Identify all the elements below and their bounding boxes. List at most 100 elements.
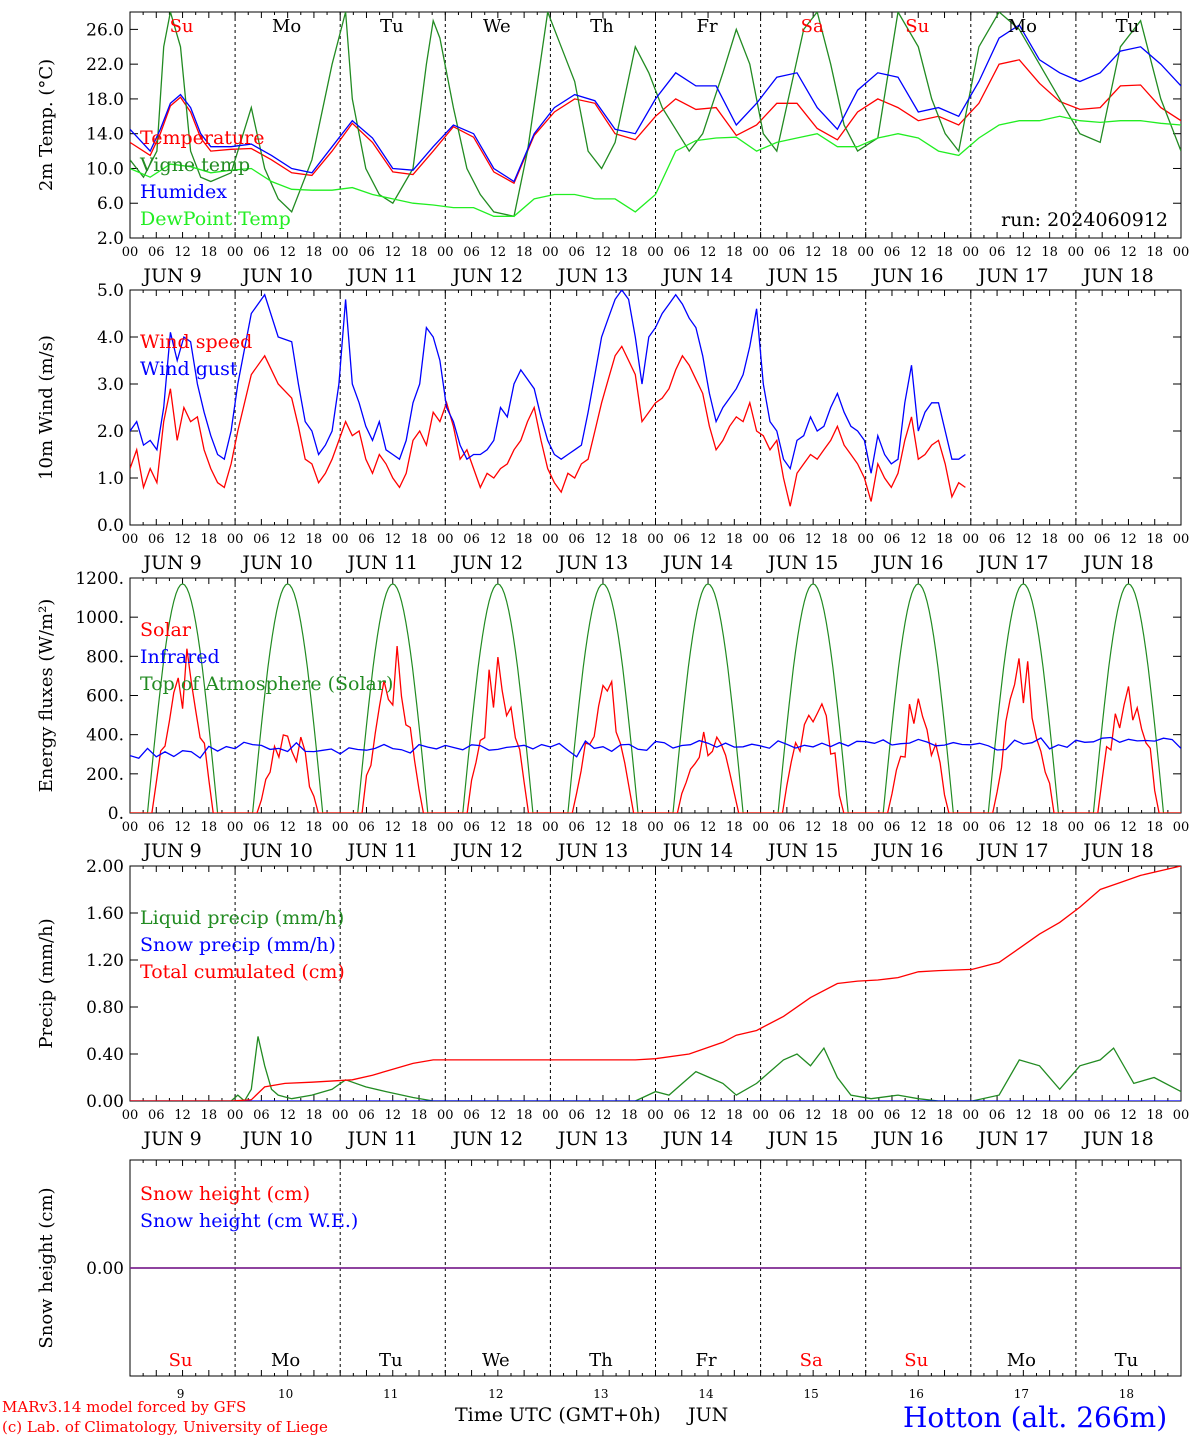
wind-date-label: JUN 13 — [556, 552, 628, 574]
temperature-hour-label: 00 — [122, 245, 139, 260]
temperature-date-label: JUN 12 — [451, 265, 523, 287]
temperature-ytick-label: 22.0 — [86, 55, 124, 75]
weekday-label-top: Mo — [1008, 16, 1037, 37]
weekday-label-bottom: Th — [589, 1350, 613, 1371]
temperature-date-label: JUN 14 — [661, 265, 733, 287]
wind-date-label: JUN 14 — [661, 552, 733, 574]
energy-ytick-label: 400. — [86, 726, 124, 746]
day-number-label: 10 — [278, 1387, 293, 1401]
energy-hour-label: 06 — [1094, 820, 1111, 835]
precip-hour-label: 18 — [516, 1108, 533, 1123]
toa-solar-curve — [655, 583, 761, 813]
temperature-hour-label: 12 — [490, 245, 507, 260]
wind-hour-label: 12 — [490, 532, 507, 547]
precip-hour-label: 18 — [726, 1108, 743, 1123]
temperature-date-label: JUN 16 — [871, 265, 943, 287]
toa-solar-curve — [760, 583, 866, 813]
weekday-label-bottom: Tu — [1115, 1350, 1139, 1371]
wind-hour-label: 12 — [805, 532, 822, 547]
temperature-series-group — [130, 12, 1181, 218]
energy-series-group — [130, 583, 1181, 813]
precip-legend-entry: Snow precip (mm/h) — [140, 934, 336, 956]
precip-date-label: JUN 17 — [976, 1128, 1048, 1150]
energy-hour-label: 00 — [752, 820, 769, 835]
temperature-hour-label: 18 — [831, 245, 848, 260]
weekday-label-bottom: Su — [169, 1350, 193, 1371]
precip-hour-label: 12 — [595, 1108, 612, 1123]
temperature-hour-label: 12 — [700, 245, 717, 260]
wind-hour-label: 00 — [647, 532, 664, 547]
precip-hour-label: 18 — [1041, 1108, 1058, 1123]
temperature-hour-label: 06 — [989, 245, 1006, 260]
temperature-legend-entry: Temperature — [140, 127, 264, 149]
temperature-hour-label: 18 — [1041, 245, 1058, 260]
energy-hour-label: 18 — [1146, 820, 1163, 835]
temperature-ytick-label: 14.0 — [86, 125, 124, 145]
energy-ytick-label: 1000. — [75, 608, 124, 628]
temperature-hour-label: 00 — [332, 245, 349, 260]
temperature-date-label: JUN 9 — [141, 265, 201, 287]
wind-date-label: JUN 12 — [451, 552, 523, 574]
vigne-temp-series — [130, 12, 1181, 218]
energy-date-label: JUN 12 — [451, 840, 523, 862]
wind-hour-label: 12 — [700, 532, 717, 547]
wind-date-label: JUN 11 — [346, 552, 418, 574]
energy-hour-label: 12 — [700, 820, 717, 835]
wind-ytick-label: 0.0 — [97, 516, 124, 536]
energy-hour-label: 18 — [1041, 820, 1058, 835]
temperature-date-label: JUN 10 — [240, 265, 312, 287]
precip-hour-label: 00 — [122, 1108, 139, 1123]
precip-hour-label: 12 — [1120, 1108, 1137, 1123]
wind-hour-label: 18 — [411, 532, 428, 547]
weekday-label-bottom: Mo — [271, 1350, 300, 1371]
temperature-date-label: JUN 18 — [1081, 265, 1153, 287]
energy-date-label: JUN 17 — [976, 840, 1048, 862]
energy-hour-label: 06 — [884, 820, 901, 835]
energy-date-label: JUN 15 — [766, 840, 838, 862]
wind-hour-label: 18 — [936, 532, 953, 547]
precip-hour-label: 00 — [647, 1108, 664, 1123]
energy-ylabel: Energy fluxes (W/m²) — [36, 599, 57, 793]
wind-hour-label: 12 — [595, 532, 612, 547]
energy-legend-entry: Top of Atmosphere (Solar) — [140, 673, 393, 695]
precip-hour-label: 00 — [437, 1108, 454, 1123]
precip-ytick-label: 1.20 — [86, 951, 124, 971]
temperature-ytick-label: 26.0 — [86, 20, 124, 40]
energy-hour-label: 12 — [805, 820, 822, 835]
wind-hour-label: 00 — [227, 532, 244, 547]
energy-hour-label: 00 — [1068, 820, 1085, 835]
energy-hour-label: 18 — [201, 820, 218, 835]
day-number-label: 14 — [698, 1387, 714, 1401]
precip-ytick-label: 0.80 — [86, 998, 124, 1018]
day-number-label: 18 — [1119, 1387, 1134, 1401]
energy-hour-label: 00 — [647, 820, 664, 835]
wind-hour-label: 00 — [332, 532, 349, 547]
wind-hour-label: 06 — [1094, 532, 1111, 547]
wind-hour-label: 06 — [253, 532, 270, 547]
wind-hour-label: 12 — [1015, 532, 1032, 547]
temperature-hour-label: 06 — [779, 245, 796, 260]
toa-solar-curve — [340, 583, 446, 813]
energy-hour-label: 06 — [568, 820, 585, 835]
energy-hour-label: 06 — [463, 820, 480, 835]
precip-date-label: JUN 13 — [556, 1128, 628, 1150]
wind-hour-label: 12 — [279, 532, 296, 547]
energy-hour-label: 18 — [411, 820, 428, 835]
precip-hour-label: 00 — [857, 1108, 874, 1123]
energy-hour-label: 00 — [332, 820, 349, 835]
day-number-label: 13 — [593, 1387, 608, 1401]
temperature-hour-label: 00 — [542, 245, 559, 260]
temperature-ytick-label: 18.0 — [86, 90, 124, 110]
liquid-precip-mm-h--series — [130, 1036, 1181, 1101]
temperature-ylabel: 2m Temp. (°C) — [36, 59, 57, 191]
precip-series-group — [130, 866, 1181, 1101]
precip-hour-label: 12 — [910, 1108, 927, 1123]
dewpoint-temp-series — [130, 115, 1181, 217]
energy-hour-label: 12 — [595, 820, 612, 835]
day-number-label: 16 — [909, 1387, 924, 1401]
energy-date-label: JUN 14 — [661, 840, 733, 862]
temperature-hour-label: 12 — [279, 245, 296, 260]
toa-solar-curve — [235, 583, 341, 813]
precip-date-label: JUN 10 — [240, 1128, 312, 1150]
temperature-series — [130, 59, 1181, 185]
